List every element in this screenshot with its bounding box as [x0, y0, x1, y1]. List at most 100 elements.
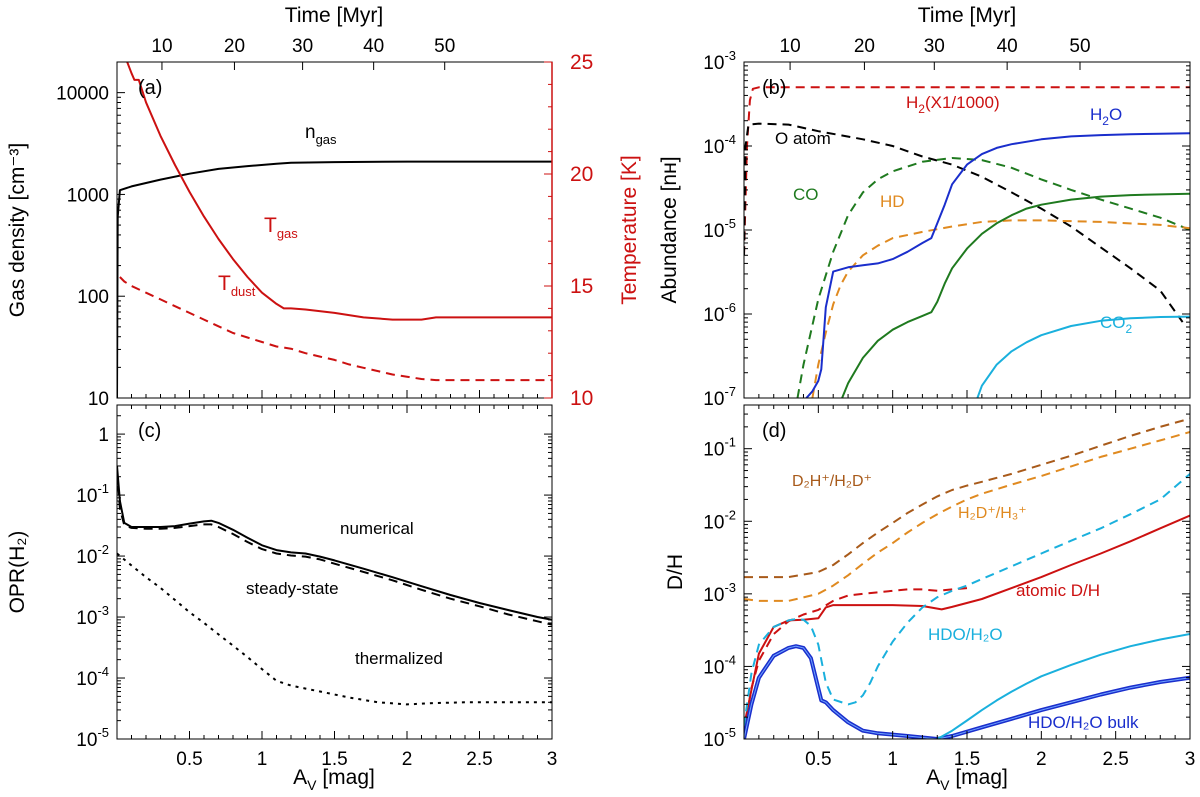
- panel-a-y2-axis-label: Temperature [K]: [618, 155, 641, 304]
- annotation-hdo-h2o-bulk: HDO/H₂O bulk: [1028, 713, 1139, 732]
- panel-a-ytick-label: 100: [77, 287, 109, 308]
- panel-d-ytick-label: 10-3: [703, 580, 736, 606]
- panel-b-ytick-label: 10-4: [703, 132, 736, 158]
- panel-b-series-1: [744, 122, 1184, 323]
- panel-c-ticks: 10-5 10-4 10-3 10-2 10-1 1 0.5 1 1.5 2 2.5 3: [76, 404, 558, 770]
- annotation-t-dust: Tdust: [218, 272, 256, 299]
- panel-c-xtick-label: 1: [257, 749, 268, 770]
- panel-d-xtick-label: 1.5: [954, 749, 980, 770]
- panel-d-xtick-label: 0.5: [805, 749, 831, 770]
- panel-c-ytick-label: 10-2: [76, 542, 109, 568]
- annotation-h2-scaled: H2(X1/1000): [906, 93, 1000, 116]
- panel-c-xtick-label: 2: [402, 749, 413, 770]
- panel-a: 10 100 1000 10000 10 15 20 25 10 20 30 40 50 Time [M…: [6, 4, 641, 410]
- panel-a-top-tick-label: 10: [151, 36, 172, 57]
- panel-d-series-4: [744, 473, 1190, 727]
- panel-a-ytick-label: 10: [88, 389, 109, 410]
- panel-d: 10-5 10-4 10-3 10-2 10-1 0.5 1 1.5 2 2.5 3 (d) D/H…: [664, 404, 1196, 793]
- panel-d-xtick-label: 3: [1185, 749, 1196, 770]
- panel-b-ytick-label: 10-6: [703, 300, 736, 326]
- panel-b-label: (b): [762, 77, 786, 99]
- panel-c-xtick-label: 0.5: [176, 749, 202, 770]
- panel-b: 10-7 10-6 10-5 10-4 10-3 10 20 30 40 50 Time [Myr…: [658, 4, 1191, 410]
- annotation-h2o: H2O: [1090, 105, 1122, 128]
- panel-b-ytick-label: 10-5: [703, 216, 736, 242]
- panel-d-series-5-highlight: [744, 645, 1190, 739]
- panel-d-ytick-label: 10-5: [703, 725, 736, 751]
- panel-d-label: (d): [762, 420, 786, 442]
- panel-a-ticks: 10 100 1000 10000 10 15 20 25 10 20 30 40 50: [56, 36, 593, 410]
- panel-d-ytick-label: 10-1: [703, 435, 736, 461]
- panel-a-y2tick-label: 25: [570, 51, 593, 74]
- annotation-h2d-h3: H₂D⁺/H₃⁺: [958, 505, 1027, 522]
- panel-b-top-tick-label: 40: [997, 36, 1018, 57]
- annotation-n-gas: ngas: [305, 122, 337, 147]
- panel-d-ytick-label: 10-2: [703, 507, 736, 533]
- panel-d-x-axis-label: AV [mag]: [926, 766, 1008, 793]
- panel-b-ytick-label: 10-7: [703, 384, 736, 410]
- panel-c-ytick-label: 1: [98, 425, 109, 446]
- panel-a-top-axis-label: Time [Myr]: [285, 4, 383, 27]
- annotation-thermalized: thermalized: [355, 649, 443, 668]
- panel-d-series-2: [744, 587, 968, 734]
- panel-b-top-tick-label: 10: [780, 36, 801, 57]
- panel-b-top-tick-label: 50: [1069, 36, 1090, 57]
- panel-b-series-4: [805, 132, 1190, 398]
- panel-d-ticks: 10-5 10-4 10-3 10-2 10-1 0.5 1 1.5 2 2.5 3: [703, 404, 1196, 770]
- annotation-hd: HD: [880, 192, 905, 211]
- panel-b-y-axis-label: Abundance [nʜ]: [658, 156, 681, 303]
- panel-c-y-axis-label: OPR(H₂): [6, 531, 29, 614]
- panel-c-xtick-label: 3: [547, 749, 558, 770]
- panel-d-series-0: [744, 417, 1190, 579]
- panel-d-xtick-label: 1: [887, 749, 898, 770]
- annotation-numerical: numerical: [340, 519, 414, 538]
- panel-a-top-tick-label: 50: [434, 36, 455, 57]
- panel-a-ytick-label: 1000: [67, 185, 109, 206]
- panel-c-ytick-label: 10-1: [76, 481, 109, 507]
- annotation-o-atom: O atom: [775, 129, 831, 148]
- panel-a-y2tick-label: 15: [570, 275, 593, 298]
- panel-c-series-2: [117, 552, 552, 706]
- panel-d-y-axis-label: D/H: [664, 554, 687, 590]
- panel-a-series-1: [126, 62, 552, 321]
- panel-d-xtick-label: 2: [1036, 749, 1047, 770]
- panel-a-top-tick-label: 20: [224, 36, 245, 57]
- annotation-t-gas: Tgas: [264, 214, 298, 241]
- panel-c-series: [117, 465, 552, 706]
- panel-c-ytick-label: 10-3: [76, 603, 109, 629]
- panel-b-series-2: [796, 157, 1190, 398]
- panel-a-ytick-label: 10000: [56, 84, 109, 105]
- panel-a-series: [117, 62, 552, 398]
- panel-b-series-3: [811, 219, 1190, 398]
- panel-c: 10-5 10-4 10-3 10-2 10-1 1 0.5 1 1.5 2 2.5 3 (c) OP…: [6, 404, 558, 793]
- annotation-d2h-h2d: D₂H⁺/H₂D⁺: [792, 473, 872, 490]
- panel-b-ticks: 10-7 10-6 10-5 10-4 10-3 10 20 30 40 50: [703, 36, 1190, 410]
- panel-c-xtick-label: 1.5: [321, 749, 347, 770]
- panel-b-top-tick-label: 30: [924, 36, 945, 57]
- panel-b-top-axis-label: Time [Myr]: [918, 4, 1016, 27]
- panel-c-series-0: [117, 465, 552, 621]
- panel-a-y2tick-label: 20: [570, 163, 593, 186]
- panel-a-label: (a): [138, 77, 162, 99]
- panel-a-y-axis-label: Gas density [cm⁻³]: [6, 143, 29, 317]
- panel-c-label: (c): [138, 420, 161, 442]
- panel-b-ytick-label: 10-3: [703, 48, 736, 74]
- panel-d-series: [744, 417, 1190, 739]
- annotation-co2: CO2: [1100, 313, 1133, 336]
- annotation-atomic-dh: atomic D/H: [1016, 581, 1100, 600]
- panel-d-ytick-label: 10-4: [703, 652, 736, 678]
- panel-a-series-0: [117, 160, 552, 398]
- panel-b-series-6: [976, 315, 1190, 398]
- annotation-steady-state: steady-state: [246, 579, 339, 598]
- panel-d-xtick-label: 2.5: [1102, 749, 1128, 770]
- panel-b-top-tick-label: 20: [854, 36, 875, 57]
- panel-d-series-6: [936, 633, 1190, 739]
- panel-a-top-tick-label: 40: [363, 36, 384, 57]
- panel-b-series-0: [744, 86, 1190, 256]
- panel-a-y2tick-label: 10: [570, 387, 593, 410]
- panel-c-ytick-label: 10-5: [76, 725, 109, 751]
- panel-c-xtick-label: 2.5: [466, 749, 492, 770]
- panel-c-x-axis-label: AV [mag]: [293, 766, 375, 793]
- panel-a-top-tick-label: 30: [292, 36, 313, 57]
